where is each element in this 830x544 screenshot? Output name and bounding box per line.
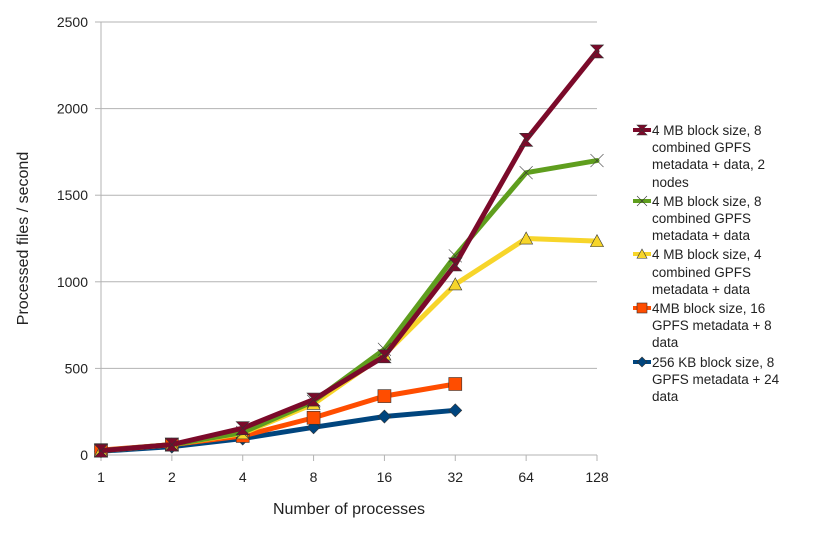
legend-label-line: combined GPFS xyxy=(652,140,752,156)
y-tick-label: 2500 xyxy=(57,14,88,30)
x-tick-label: 64 xyxy=(518,469,534,485)
legend-label: 4 MB block size, 4 combined GPFS metadata … xyxy=(652,246,822,298)
legend-label-line: data xyxy=(652,335,679,351)
legend-label-line: metadata + data, 2 xyxy=(652,157,765,173)
y-tick-label: 500 xyxy=(65,360,89,376)
y-tick-label: 1000 xyxy=(57,274,88,290)
legend-label-line: 4MB block size, 16 xyxy=(652,301,766,317)
data-point xyxy=(448,403,463,418)
legend-label-line: combined GPFS xyxy=(652,264,752,280)
data-point xyxy=(519,231,534,245)
legend-item: 4MB block size, 16 GPFS metadata + 8 data xyxy=(632,300,822,352)
legend-marker xyxy=(636,356,648,368)
x-tick-label: 4 xyxy=(239,469,247,485)
legend-item: 256 KB block size, 8 GPFS metadata + 24 da… xyxy=(632,354,822,406)
y-tick-label: 2000 xyxy=(57,101,88,117)
x-tick-label: 1 xyxy=(97,469,105,485)
legend-label-line: 4 MB block size, 8 xyxy=(652,193,762,209)
legend-marker xyxy=(636,302,648,314)
x-tick-label: 128 xyxy=(585,469,609,485)
data-point xyxy=(235,421,250,435)
legend-label-line: GPFS metadata + 8 xyxy=(652,318,772,334)
data-point xyxy=(590,153,604,168)
legend-label-line: combined GPFS xyxy=(652,211,752,227)
legend-label-line: metadata + data xyxy=(652,281,750,297)
legend-label-line: 4 MB block size, 4 xyxy=(652,247,762,263)
legend-marker xyxy=(636,195,648,207)
y-tick-label: 0 xyxy=(80,447,88,463)
x-tick-label: 16 xyxy=(377,469,393,485)
data-point xyxy=(448,377,463,391)
data-point xyxy=(306,410,321,425)
data-point xyxy=(589,233,605,247)
data-point xyxy=(448,277,463,291)
legend-label-line: 256 KB block size, 8 xyxy=(652,354,775,370)
legend-swatch xyxy=(633,248,651,259)
legend-swatch xyxy=(633,356,651,368)
legend-swatch xyxy=(633,302,651,314)
legend-label-line: 4 MB block size, 8 xyxy=(652,123,762,138)
data-point xyxy=(589,44,605,59)
legend-label: 256 KB block size, 8 GPFS metadata + 24 da… xyxy=(652,354,822,406)
legend-label-line: data xyxy=(652,389,679,405)
data-point xyxy=(377,349,392,364)
legend-swatch xyxy=(633,124,651,136)
legend-label-line: nodes xyxy=(652,174,689,190)
series-line xyxy=(98,236,600,454)
legend-label-line: GPFS metadata + 24 xyxy=(652,371,780,387)
legend-item: 4 MB block size, 8 combined GPFS metadata … xyxy=(632,122,822,191)
data-point xyxy=(93,443,109,458)
legend-marker xyxy=(636,124,648,136)
data-point xyxy=(164,437,180,452)
data-point xyxy=(518,132,534,147)
legend-label: 4 MB block size, 8 combined GPFS metadata … xyxy=(652,122,822,191)
data-point xyxy=(377,389,392,403)
x-axis-title: Number of processes xyxy=(273,501,425,518)
series-1 xyxy=(93,44,605,458)
data-point xyxy=(519,165,533,180)
y-tick-label: 1500 xyxy=(57,187,88,203)
data-point xyxy=(377,342,392,357)
data-point xyxy=(377,409,392,424)
legend-item: 4 MB block size, 8 combined GPFS metadata … xyxy=(632,193,822,245)
legend-label-line: metadata + data xyxy=(652,228,750,244)
x-tick-label: 2 xyxy=(168,469,176,485)
series-2 xyxy=(94,153,604,458)
legend-swatch xyxy=(633,195,651,207)
series-line xyxy=(98,48,600,454)
x-tick-label: 8 xyxy=(310,469,318,485)
legend-marker xyxy=(636,248,648,259)
x-tick-label: 32 xyxy=(447,469,463,485)
data-point xyxy=(448,257,463,272)
legend-label: 4 MB block size, 8 combined GPFS metadata … xyxy=(652,193,822,245)
legend-label: 4MB block size, 16 GPFS metadata + 8 data xyxy=(652,300,822,352)
data-point xyxy=(306,392,321,407)
legend-item: 4 MB block size, 4 combined GPFS metadata … xyxy=(632,246,822,298)
y-axis-title: Processed files / second xyxy=(15,152,32,325)
chart-legend: 4 MB block size, 8 combined GPFS metadata … xyxy=(632,122,822,407)
